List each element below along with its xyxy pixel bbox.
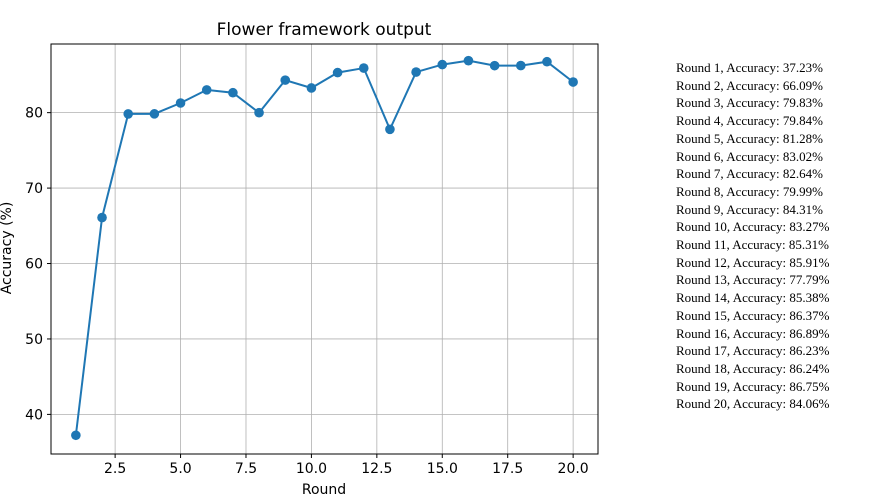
data-point [358,63,369,73]
result-line: Round 12, Accuracy: 85.91% [676,254,830,270]
x-tick-label: 7.5 [235,461,257,477]
data-point [280,75,291,85]
data-point [149,109,160,119]
result-line: Round 2, Accuracy: 66.09% [676,77,823,93]
result-line: Round 10, Accuracy: 83.27% [676,219,830,235]
result-line: Round 17, Accuracy: 86.23% [676,343,830,359]
x-axis-label: Round [302,482,346,498]
accuracy-chart: Flower framework output 2.5 5.0 7.5 10.0 12.… [0,20,599,498]
data-point [123,109,134,119]
x-tick-label: 10.0 [296,461,327,477]
result-line: Round 6, Accuracy: 83.02% [676,148,823,164]
y-tick-label: 50 [25,332,43,348]
y-tick-label: 80 [25,106,43,122]
data-point [175,98,186,108]
x-ticks: 2.5 5.0 7.5 10.0 12.5 15.0 17.5 20.0 [104,454,589,477]
y-tick-label: 40 [25,407,43,423]
x-tick-label: 15.0 [427,461,458,477]
data-point [228,87,238,98]
result-line: Round 16, Accuracy: 86.89% [676,325,830,341]
chart-title: Flower framework output [217,20,432,40]
result-line: Round 13, Accuracy: 77.79% [676,272,830,288]
result-line: Round 15, Accuracy: 86.37% [676,307,830,323]
result-line: Round 7, Accuracy: 82.64% [676,166,823,182]
data-point [568,77,578,87]
grid-lines [51,44,598,454]
data-point [515,60,526,71]
result-line: Round 1, Accuracy: 37.23% [676,60,823,75]
plot-frame [50,43,599,455]
chart-svg: Flower framework output 2.5 5.0 7.5 10.0 12.… [0,20,599,498]
data-point [385,124,395,135]
data-point [411,67,421,77]
result-line: Round 5, Accuracy: 81.28% [676,130,823,146]
results-list: Round 1, Accuracy: 37.23% Round 2, Accura… [676,59,829,413]
y-tick-label: 60 [25,257,43,273]
x-tick-label: 5.0 [169,461,191,477]
result-line: Round 14, Accuracy: 85.38% [676,290,830,306]
y-tick-label: 70 [25,181,43,197]
x-tick-label: 20.0 [558,461,589,477]
data-point [71,430,81,441]
result-line: Round 18, Accuracy: 86.24% [676,360,830,376]
data-point [201,85,212,95]
series-line [74,59,574,436]
data-point [306,83,317,93]
result-line: Round 19, Accuracy: 86.75% [676,378,830,394]
data-point [489,60,500,71]
x-tick-label: 12.5 [361,461,392,477]
result-line: Round 11, Accuracy: 85.31% [676,237,829,253]
x-tick-label: 17.5 [492,461,523,477]
y-axis-label: Accuracy (%) [0,202,15,295]
result-line: Round 3, Accuracy: 79.83% [676,95,823,111]
x-tick-label: 2.5 [104,461,126,477]
data-point [332,67,343,78]
result-line: Round 20, Accuracy: 84.06% [676,396,830,412]
data-point [97,212,107,223]
data-point [542,56,552,67]
data-point [463,55,474,66]
data-point [437,59,448,70]
result-line: Round 8, Accuracy: 79.99% [676,183,823,199]
data-point [254,107,264,118]
data-points [71,55,578,441]
result-line: Round 9, Accuracy: 84.31% [676,201,823,217]
y-ticks: 40 50 60 70 80 [25,106,51,423]
result-line: Round 4, Accuracy: 79.84% [676,113,823,129]
